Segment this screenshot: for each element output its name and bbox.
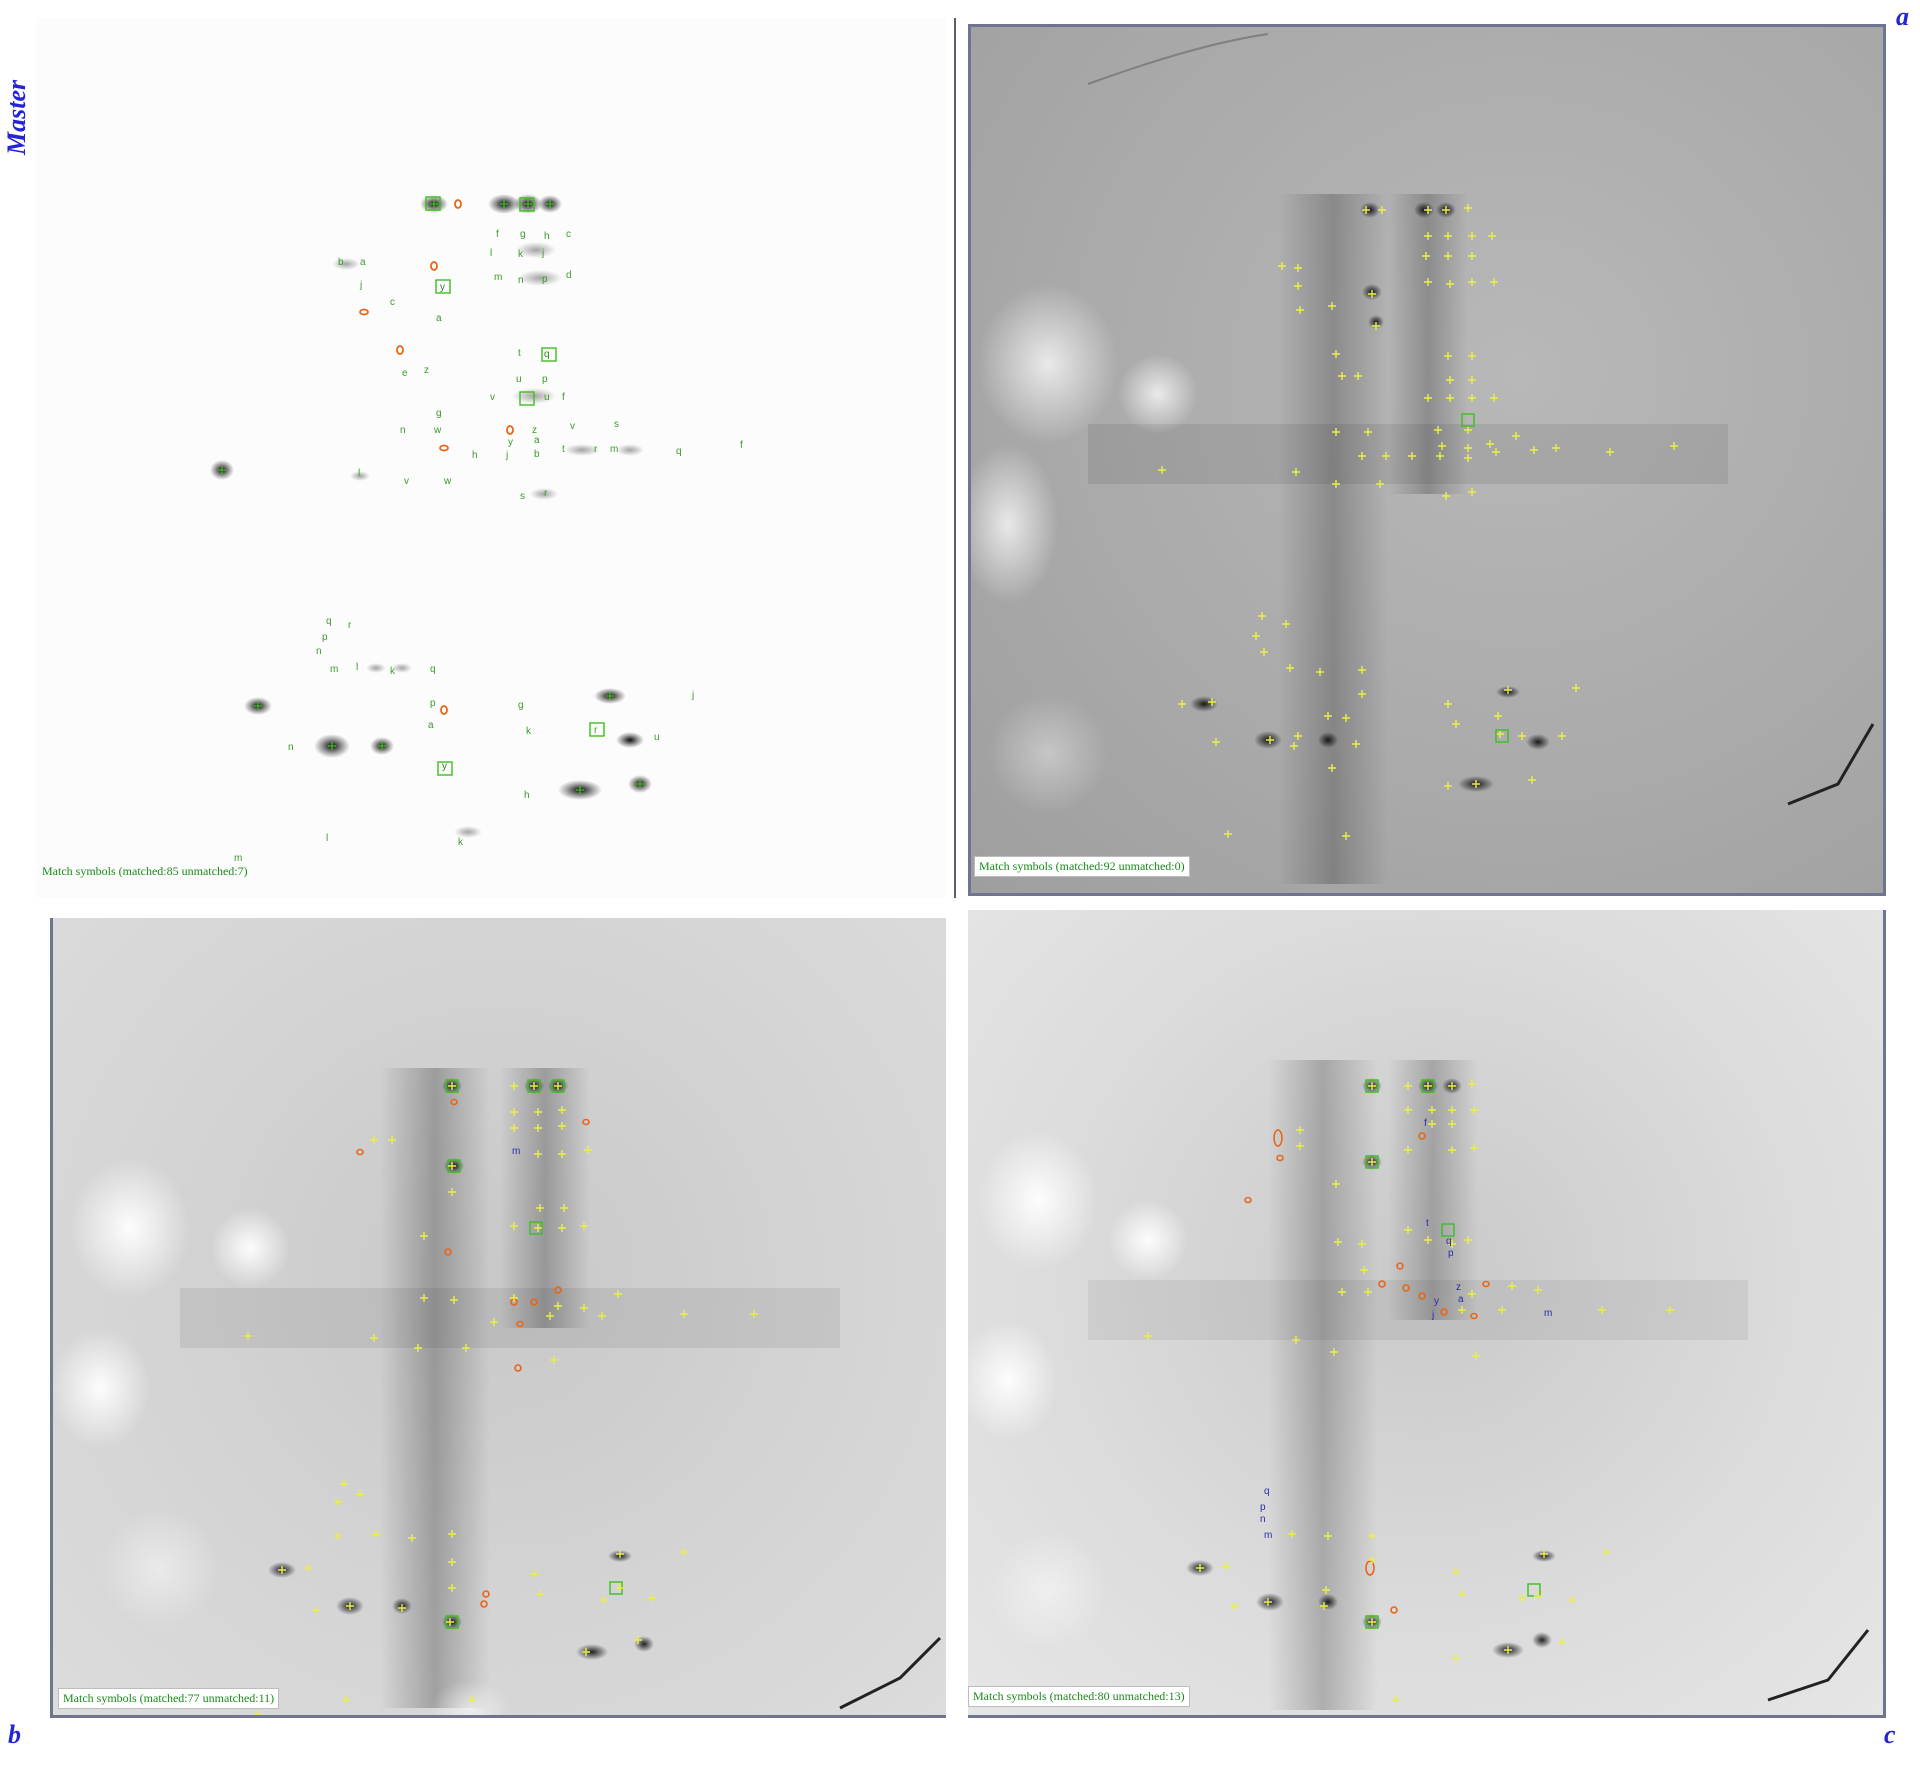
panel-label-a: a bbox=[1896, 2, 1909, 32]
svg-text:l: l bbox=[358, 468, 360, 479]
gel-frame-a bbox=[968, 24, 1886, 896]
svg-text:q: q bbox=[676, 446, 682, 457]
svg-text:y: y bbox=[508, 437, 513, 448]
panel-label-b: b bbox=[8, 1720, 21, 1750]
gel-panel-a: Match symbols (matched:92 unmatched:0) bbox=[968, 24, 1886, 896]
svg-text:k: k bbox=[390, 666, 396, 677]
svg-text:f: f bbox=[740, 440, 743, 451]
svg-text:q: q bbox=[326, 616, 332, 627]
svg-text:y: y bbox=[440, 282, 445, 293]
svg-text:f: f bbox=[562, 392, 565, 403]
svg-text:m: m bbox=[610, 444, 618, 455]
panel-divider bbox=[954, 18, 956, 898]
svg-text:e: e bbox=[402, 368, 408, 379]
svg-text:h: h bbox=[544, 231, 550, 242]
svg-text:r: r bbox=[348, 620, 352, 631]
svg-text:k: k bbox=[458, 837, 464, 848]
svg-text:a: a bbox=[428, 720, 434, 731]
svg-text:m: m bbox=[494, 272, 502, 283]
svg-text:c: c bbox=[390, 297, 395, 308]
match-caption-c: Match symbols (matched:80 unmatched:13) bbox=[968, 1686, 1190, 1707]
match-caption-a: Match symbols (matched:92 unmatched:0) bbox=[974, 856, 1190, 877]
svg-text:s: s bbox=[520, 491, 525, 502]
svg-text:t: t bbox=[562, 444, 565, 455]
svg-text:a: a bbox=[534, 435, 540, 446]
svg-text:n: n bbox=[518, 275, 524, 286]
svg-text:f: f bbox=[496, 229, 499, 240]
svg-text:l: l bbox=[326, 833, 328, 844]
svg-text:u: u bbox=[654, 732, 660, 743]
svg-text:u: u bbox=[544, 392, 550, 403]
svg-text:m: m bbox=[330, 664, 338, 675]
svg-text:b: b bbox=[534, 449, 540, 460]
gel-frame-c bbox=[968, 910, 1886, 1718]
svg-text:d: d bbox=[566, 270, 572, 281]
svg-text:p: p bbox=[430, 698, 436, 709]
svg-text:h: h bbox=[472, 450, 478, 461]
svg-text:k: k bbox=[518, 249, 524, 260]
svg-text:j: j bbox=[505, 450, 508, 461]
match-caption-b: Match symbols (matched:77 unmatched:11) bbox=[58, 1688, 279, 1709]
svg-text:r: r bbox=[594, 444, 598, 455]
svg-text:v: v bbox=[404, 476, 409, 487]
svg-text:w: w bbox=[443, 476, 452, 487]
svg-text:u: u bbox=[516, 374, 522, 385]
svg-text:g: g bbox=[436, 408, 442, 419]
svg-text:g: g bbox=[518, 700, 524, 711]
master-label: Master bbox=[2, 55, 32, 155]
svg-text:p: p bbox=[542, 374, 548, 385]
svg-text:p: p bbox=[542, 274, 548, 285]
svg-text:q: q bbox=[544, 349, 550, 360]
svg-text:r: r bbox=[594, 725, 598, 736]
svg-text:r: r bbox=[544, 488, 548, 499]
svg-text:t: t bbox=[518, 348, 521, 359]
svg-text:j: j bbox=[359, 280, 362, 291]
svg-text:n: n bbox=[316, 646, 322, 657]
svg-text:a: a bbox=[436, 313, 442, 324]
svg-text:c: c bbox=[566, 229, 571, 240]
svg-text:j: j bbox=[541, 248, 544, 259]
svg-text:g: g bbox=[520, 229, 526, 240]
svg-text:l: l bbox=[356, 662, 358, 673]
svg-text:a: a bbox=[360, 257, 366, 268]
svg-text:j: j bbox=[691, 690, 694, 701]
svg-text:v: v bbox=[570, 421, 575, 432]
gel-frame-b bbox=[50, 918, 946, 1718]
svg-text:y: y bbox=[442, 761, 447, 772]
svg-text:w: w bbox=[433, 425, 442, 436]
svg-text:k: k bbox=[526, 726, 532, 737]
svg-text:l: l bbox=[490, 248, 492, 259]
svg-text:b: b bbox=[338, 257, 344, 268]
svg-text:z: z bbox=[424, 365, 429, 376]
gel-panel-c: f t q p y a z j m q p n m Match symbols … bbox=[968, 910, 1886, 1718]
gel-panel-b: m Match symbols (matched:77 unmatched:11… bbox=[50, 918, 946, 1718]
panel-label-c: c bbox=[1884, 1720, 1896, 1750]
svg-text:q: q bbox=[430, 664, 436, 675]
svg-text:n: n bbox=[288, 742, 294, 753]
svg-text:n: n bbox=[400, 425, 406, 436]
svg-text:p: p bbox=[322, 632, 328, 643]
svg-text:h: h bbox=[524, 790, 530, 801]
svg-text:v: v bbox=[490, 392, 495, 403]
master-match-caption: Match symbols (matched:85 unmatched:7) bbox=[38, 862, 252, 881]
svg-text:s: s bbox=[614, 419, 619, 430]
